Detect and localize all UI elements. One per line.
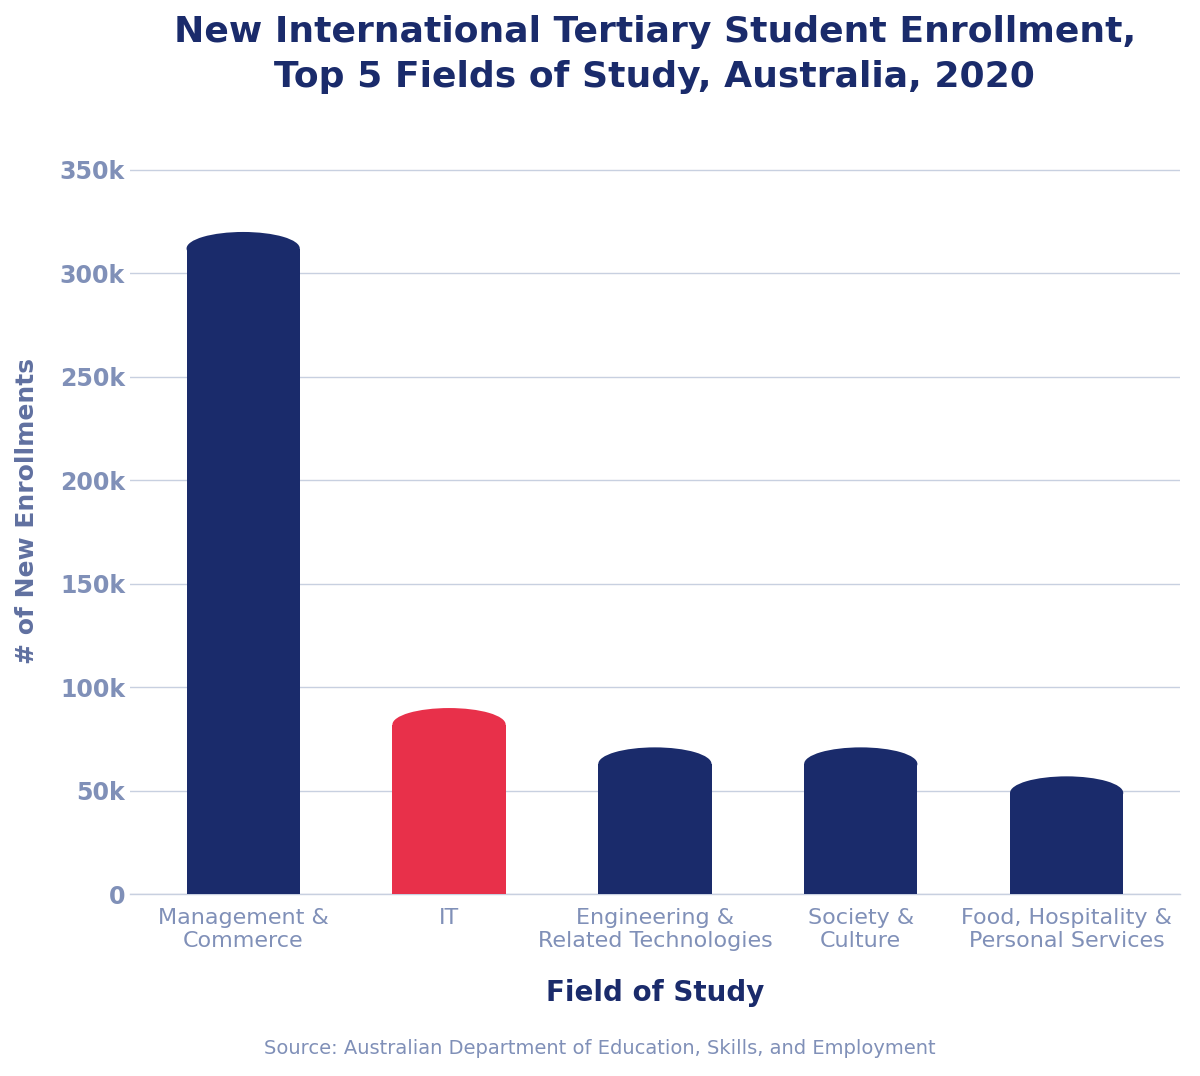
Title: New International Tertiary Student Enrollment,
Top 5 Fields of Study, Australia,: New International Tertiary Student Enrol… [174, 15, 1136, 94]
Bar [392, 724, 505, 894]
Ellipse shape [186, 232, 300, 265]
X-axis label: Field of Study: Field of Study [546, 979, 764, 1007]
Bar [186, 249, 300, 894]
Y-axis label: # of New Enrollments: # of New Enrollments [16, 358, 40, 664]
Ellipse shape [804, 748, 917, 780]
Ellipse shape [1010, 777, 1123, 809]
Bar [804, 764, 917, 894]
Text: Source: Australian Department of Education, Skills, and Employment: Source: Australian Department of Educati… [264, 1039, 936, 1059]
Bar [599, 764, 712, 894]
Ellipse shape [392, 708, 505, 741]
Ellipse shape [599, 748, 712, 780]
Bar [1010, 793, 1123, 894]
